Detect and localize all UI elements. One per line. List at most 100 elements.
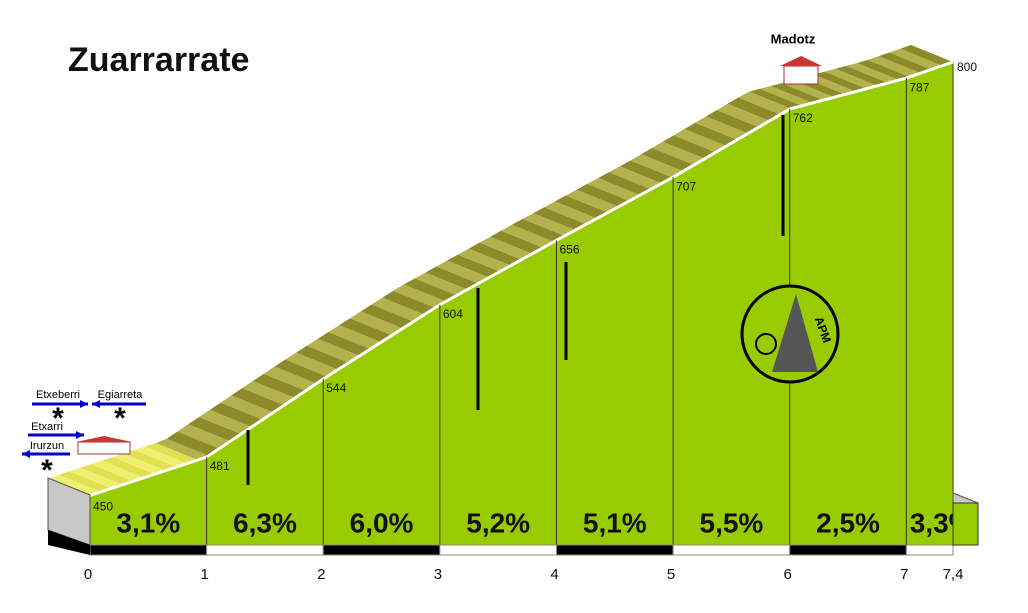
elevation-label: 481 — [210, 459, 230, 473]
road-band — [447, 254, 500, 278]
arrow-head — [92, 400, 100, 408]
road-band — [565, 189, 619, 213]
star: * — [52, 402, 64, 435]
road-band — [738, 91, 792, 115]
x-tick-label: 7,4 — [943, 566, 964, 583]
road-band — [662, 135, 716, 159]
x-tick-label: 2 — [317, 566, 325, 583]
arrow-head — [76, 431, 84, 439]
church-icon — [783, 65, 819, 85]
road-band — [231, 388, 285, 413]
elevation-label: 604 — [443, 307, 463, 321]
road-band — [673, 129, 727, 153]
road-band — [80, 464, 134, 485]
road-band — [749, 88, 802, 109]
road-band — [339, 318, 393, 343]
road-band — [770, 83, 824, 103]
elevation-label: 800 — [957, 60, 977, 74]
road-band — [166, 431, 220, 456]
road-band — [490, 230, 544, 254]
road-band — [641, 147, 695, 172]
x-tick-label: 3 — [434, 566, 442, 583]
elevation-label: 544 — [326, 381, 346, 395]
road-band — [252, 373, 306, 398]
x-tick-label: 7 — [900, 566, 908, 583]
road-band — [317, 331, 371, 356]
town-label: Irurzun — [30, 440, 64, 452]
road-band — [759, 85, 813, 106]
gradient-label: 6,3% — [233, 507, 297, 538]
road-band — [608, 166, 662, 190]
x-tick-label: 0 — [84, 566, 92, 583]
base-strip — [905, 544, 954, 556]
road-band — [587, 178, 641, 201]
road-band — [533, 207, 587, 231]
road-band — [900, 45, 953, 66]
road-band — [134, 446, 188, 468]
x-tick-label: 1 — [200, 566, 208, 583]
road-band — [403, 278, 457, 302]
road-band — [209, 402, 263, 427]
road-band — [544, 201, 598, 225]
logo-mountain — [772, 294, 818, 372]
x-tick-label: 6 — [784, 566, 792, 583]
road-band — [188, 417, 242, 442]
road-band — [285, 352, 339, 377]
road-band — [220, 395, 274, 420]
road-band — [835, 65, 889, 86]
road-band — [716, 103, 770, 128]
road-band — [155, 438, 209, 460]
base-strip — [206, 544, 324, 556]
road-band — [511, 218, 565, 242]
road-band — [479, 236, 533, 260]
town-label: Egiarreta — [98, 389, 144, 401]
road-band — [706, 110, 759, 134]
road-band — [576, 183, 630, 207]
base-strip — [672, 544, 791, 556]
arrow-head — [22, 450, 30, 458]
road-band — [857, 59, 910, 81]
road-band — [101, 457, 155, 478]
elevation-label: 450 — [93, 500, 113, 514]
road-band — [306, 338, 360, 363]
road-band — [112, 453, 166, 475]
road-band — [123, 450, 177, 471]
gradient-label: 6,0% — [350, 507, 414, 538]
road-band — [630, 154, 684, 178]
road-band — [177, 424, 231, 449]
road-band — [695, 116, 749, 140]
base-strip — [89, 544, 208, 556]
road-band — [199, 409, 252, 435]
road-band — [555, 195, 608, 219]
chart-title: Zuarrarrate — [68, 41, 249, 79]
gradient-label: 5,5% — [700, 507, 764, 538]
road-band — [360, 304, 414, 329]
road-band — [501, 224, 554, 248]
base-strip — [555, 544, 674, 556]
logo-wheel — [755, 333, 777, 355]
road-band — [781, 80, 835, 101]
road-band — [652, 141, 705, 165]
road-band — [727, 97, 781, 121]
road-band — [371, 297, 425, 322]
road-band — [425, 266, 479, 290]
road-band — [274, 359, 328, 384]
road-band — [619, 160, 673, 184]
church-roof — [780, 56, 822, 66]
left-base — [48, 530, 90, 555]
road-band — [468, 242, 522, 266]
road-band — [350, 311, 403, 336]
road-band — [457, 248, 511, 272]
road-band — [145, 442, 198, 464]
road-band — [48, 474, 101, 496]
x-tick-label: 5 — [667, 566, 675, 583]
star: * — [41, 454, 53, 487]
elevation-label: 656 — [559, 243, 579, 257]
place-label: Madotz — [771, 31, 816, 46]
road-band — [328, 325, 382, 349]
base-strip — [322, 544, 441, 556]
elevation-label: 707 — [676, 179, 696, 193]
road-band — [846, 63, 900, 83]
